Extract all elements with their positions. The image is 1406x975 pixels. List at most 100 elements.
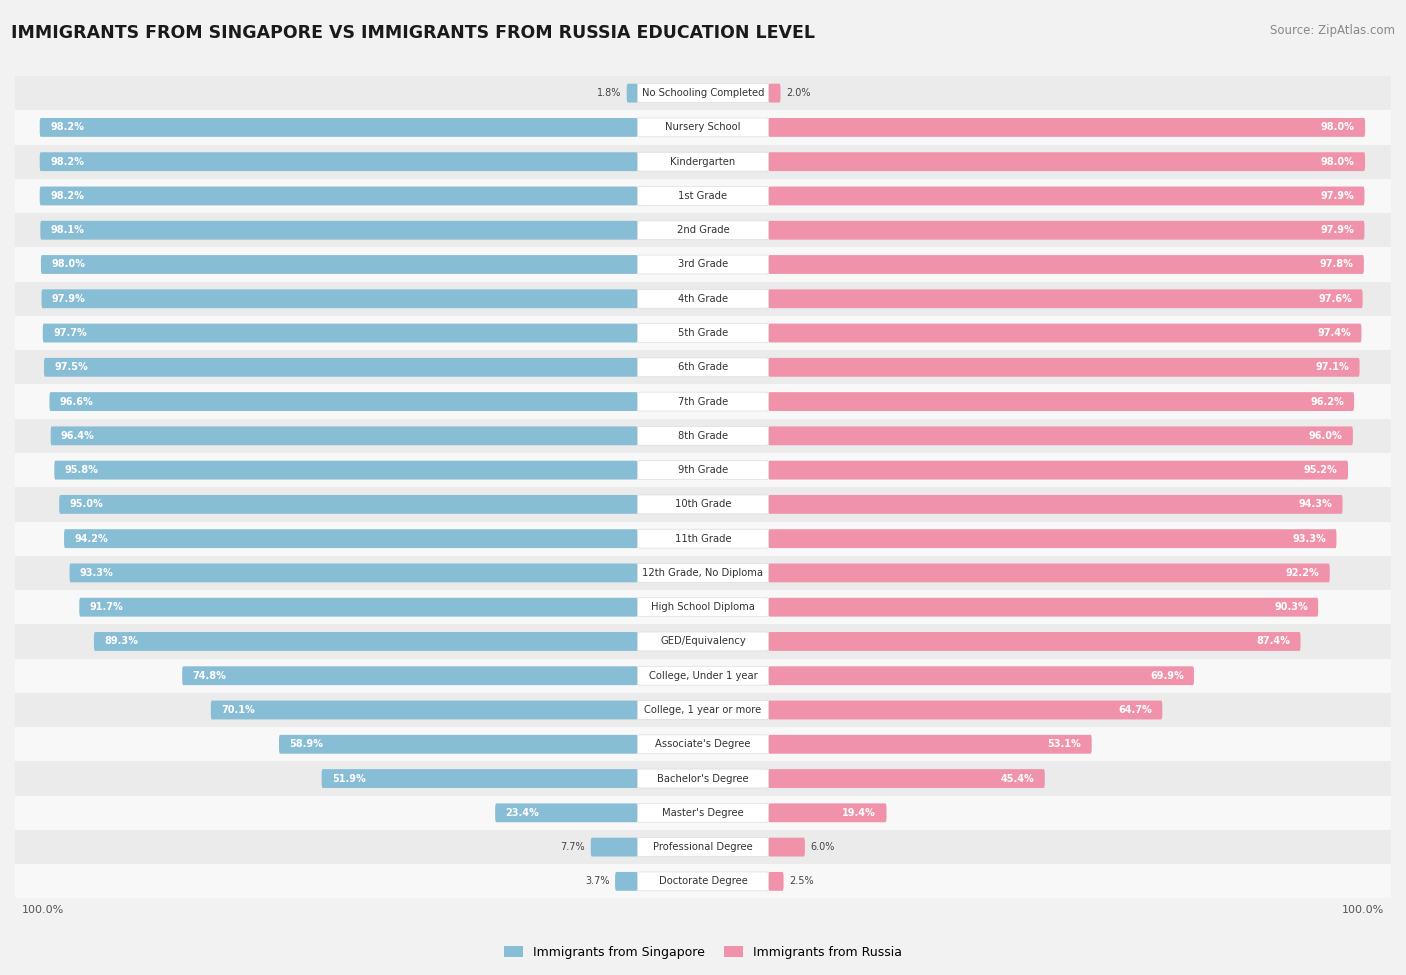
FancyBboxPatch shape	[768, 666, 1194, 685]
Text: 95.8%: 95.8%	[65, 465, 98, 475]
Text: 93.3%: 93.3%	[80, 567, 114, 578]
Text: 64.7%: 64.7%	[1118, 705, 1152, 715]
Text: 97.5%: 97.5%	[55, 363, 89, 372]
Text: 98.0%: 98.0%	[51, 259, 86, 269]
Bar	[15, 590, 1391, 624]
Text: College, Under 1 year: College, Under 1 year	[648, 671, 758, 681]
Bar	[15, 693, 1391, 727]
FancyBboxPatch shape	[638, 220, 768, 240]
Text: 6.0%: 6.0%	[810, 842, 835, 852]
Text: Associate's Degree: Associate's Degree	[655, 739, 751, 749]
Text: 11th Grade: 11th Grade	[675, 533, 731, 544]
FancyBboxPatch shape	[768, 255, 1364, 274]
FancyBboxPatch shape	[638, 564, 768, 582]
Text: 90.3%: 90.3%	[1274, 603, 1308, 612]
Text: High School Diploma: High School Diploma	[651, 603, 755, 612]
FancyBboxPatch shape	[42, 324, 638, 342]
FancyBboxPatch shape	[768, 735, 1091, 754]
Text: Source: ZipAtlas.com: Source: ZipAtlas.com	[1270, 24, 1395, 37]
Bar	[15, 556, 1391, 590]
Bar	[15, 761, 1391, 796]
FancyBboxPatch shape	[278, 735, 638, 754]
Text: 3rd Grade: 3rd Grade	[678, 259, 728, 269]
FancyBboxPatch shape	[41, 220, 638, 240]
FancyBboxPatch shape	[183, 666, 638, 685]
FancyBboxPatch shape	[39, 152, 638, 171]
FancyBboxPatch shape	[49, 392, 638, 411]
Text: 96.2%: 96.2%	[1310, 397, 1344, 407]
FancyBboxPatch shape	[614, 872, 638, 891]
Text: 58.9%: 58.9%	[290, 739, 323, 749]
Bar	[15, 727, 1391, 761]
Bar	[15, 418, 1391, 453]
FancyBboxPatch shape	[768, 564, 1330, 582]
Bar	[15, 488, 1391, 522]
Bar	[15, 248, 1391, 282]
FancyBboxPatch shape	[69, 564, 638, 582]
FancyBboxPatch shape	[59, 495, 638, 514]
FancyBboxPatch shape	[638, 290, 768, 308]
Text: 12th Grade, No Diploma: 12th Grade, No Diploma	[643, 567, 763, 578]
Text: 98.1%: 98.1%	[51, 225, 84, 235]
Text: 10th Grade: 10th Grade	[675, 499, 731, 509]
Text: 53.1%: 53.1%	[1047, 739, 1081, 749]
Text: 8th Grade: 8th Grade	[678, 431, 728, 441]
FancyBboxPatch shape	[768, 872, 783, 891]
Bar	[15, 624, 1391, 658]
FancyBboxPatch shape	[591, 838, 638, 856]
FancyBboxPatch shape	[768, 290, 1362, 308]
Text: 19.4%: 19.4%	[842, 808, 876, 818]
FancyBboxPatch shape	[495, 803, 638, 822]
Bar	[15, 214, 1391, 248]
Text: 7th Grade: 7th Grade	[678, 397, 728, 407]
FancyBboxPatch shape	[638, 872, 768, 891]
Bar	[15, 110, 1391, 144]
Text: 1.8%: 1.8%	[596, 88, 621, 98]
Text: 97.1%: 97.1%	[1316, 363, 1350, 372]
FancyBboxPatch shape	[39, 118, 638, 136]
FancyBboxPatch shape	[638, 598, 768, 616]
Text: Kindergarten: Kindergarten	[671, 157, 735, 167]
FancyBboxPatch shape	[638, 255, 768, 274]
Text: 97.6%: 97.6%	[1319, 293, 1353, 304]
Text: 98.0%: 98.0%	[1320, 157, 1355, 167]
Text: 7.7%: 7.7%	[561, 842, 585, 852]
Text: 5th Grade: 5th Grade	[678, 328, 728, 338]
FancyBboxPatch shape	[768, 358, 1360, 376]
FancyBboxPatch shape	[627, 84, 638, 102]
FancyBboxPatch shape	[768, 426, 1353, 446]
Bar	[15, 350, 1391, 384]
Text: 23.4%: 23.4%	[506, 808, 540, 818]
Text: IMMIGRANTS FROM SINGAPORE VS IMMIGRANTS FROM RUSSIA EDUCATION LEVEL: IMMIGRANTS FROM SINGAPORE VS IMMIGRANTS …	[11, 24, 815, 42]
FancyBboxPatch shape	[79, 598, 638, 616]
Text: 1st Grade: 1st Grade	[679, 191, 727, 201]
FancyBboxPatch shape	[638, 324, 768, 342]
Text: 98.2%: 98.2%	[51, 191, 84, 201]
Text: 94.3%: 94.3%	[1299, 499, 1333, 509]
Text: Master's Degree: Master's Degree	[662, 808, 744, 818]
Text: 2.5%: 2.5%	[789, 877, 814, 886]
FancyBboxPatch shape	[42, 290, 638, 308]
FancyBboxPatch shape	[768, 186, 1364, 206]
Bar	[15, 658, 1391, 693]
Text: 100.0%: 100.0%	[1341, 906, 1384, 916]
FancyBboxPatch shape	[638, 84, 768, 102]
Text: 97.9%: 97.9%	[1320, 225, 1354, 235]
Bar	[15, 76, 1391, 110]
Bar	[15, 522, 1391, 556]
FancyBboxPatch shape	[322, 769, 638, 788]
FancyBboxPatch shape	[39, 186, 638, 206]
FancyBboxPatch shape	[638, 152, 768, 171]
Text: 2.0%: 2.0%	[786, 88, 810, 98]
Text: 9th Grade: 9th Grade	[678, 465, 728, 475]
FancyBboxPatch shape	[768, 769, 1045, 788]
FancyBboxPatch shape	[768, 598, 1319, 616]
FancyBboxPatch shape	[638, 769, 768, 788]
FancyBboxPatch shape	[638, 666, 768, 685]
Text: Professional Degree: Professional Degree	[654, 842, 752, 852]
FancyBboxPatch shape	[638, 529, 768, 548]
Text: College, 1 year or more: College, 1 year or more	[644, 705, 762, 715]
FancyBboxPatch shape	[638, 186, 768, 206]
FancyBboxPatch shape	[768, 495, 1343, 514]
Text: 98.2%: 98.2%	[51, 157, 84, 167]
